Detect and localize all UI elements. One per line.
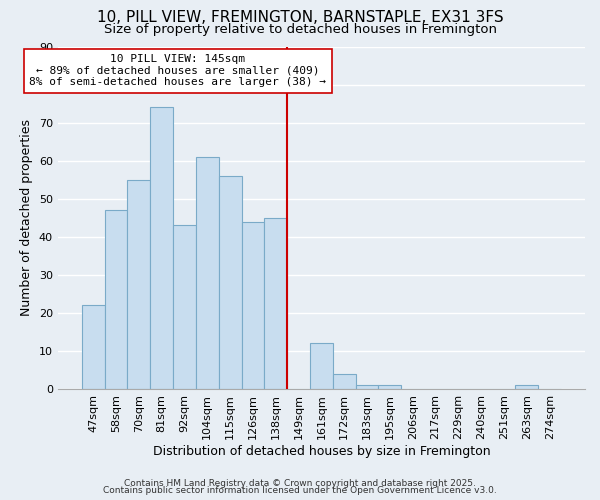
Bar: [82, 305, 104, 389]
Bar: [242, 222, 265, 389]
Bar: [310, 344, 333, 389]
Text: 10 PILL VIEW: 145sqm
← 89% of detached houses are smaller (409)
8% of semi-detac: 10 PILL VIEW: 145sqm ← 89% of detached h…: [29, 54, 326, 88]
Bar: [219, 176, 242, 389]
Text: Contains HM Land Registry data © Crown copyright and database right 2025.: Contains HM Land Registry data © Crown c…: [124, 478, 476, 488]
Text: Contains public sector information licensed under the Open Government Licence v3: Contains public sector information licen…: [103, 486, 497, 495]
Text: Size of property relative to detached houses in Fremington: Size of property relative to detached ho…: [104, 22, 497, 36]
Y-axis label: Number of detached properties: Number of detached properties: [20, 119, 33, 316]
Bar: [196, 157, 219, 389]
Bar: [127, 180, 150, 389]
Bar: [356, 385, 379, 389]
Text: 10, PILL VIEW, FREMINGTON, BARNSTAPLE, EX31 3FS: 10, PILL VIEW, FREMINGTON, BARNSTAPLE, E…: [97, 10, 503, 25]
X-axis label: Distribution of detached houses by size in Fremington: Distribution of detached houses by size …: [152, 444, 490, 458]
Bar: [150, 108, 173, 389]
Bar: [515, 385, 538, 389]
Bar: [104, 210, 127, 389]
Bar: [173, 226, 196, 389]
Bar: [379, 385, 401, 389]
Bar: [265, 218, 287, 389]
Bar: [333, 374, 356, 389]
